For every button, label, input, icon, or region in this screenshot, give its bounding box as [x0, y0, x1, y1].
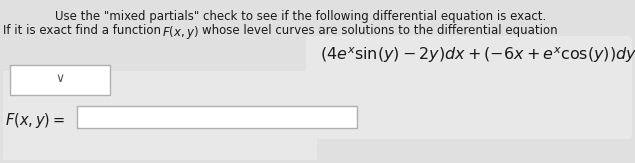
Text: $F(x, y)$: $F(x, y)$ [162, 24, 199, 41]
FancyBboxPatch shape [306, 36, 632, 139]
FancyBboxPatch shape [3, 71, 317, 160]
Text: Use the "mixed partials" check to see if the following differential equation is : Use the "mixed partials" check to see if… [55, 10, 546, 23]
FancyBboxPatch shape [10, 65, 110, 95]
FancyBboxPatch shape [77, 106, 357, 128]
Text: $F(x, y) =$: $F(x, y) =$ [5, 111, 65, 130]
Text: $(4e^x \sin(y) - 2y)dx + (-6x + e^x \cos(y))dy = 0$: $(4e^x \sin(y) - 2y)dx + (-6x + e^x \cos… [320, 45, 635, 65]
Text: If it is exact find a function: If it is exact find a function [3, 24, 164, 37]
Text: ∨: ∨ [55, 73, 65, 86]
Text: whose level curves are solutions to the differential equation: whose level curves are solutions to the … [202, 24, 558, 37]
